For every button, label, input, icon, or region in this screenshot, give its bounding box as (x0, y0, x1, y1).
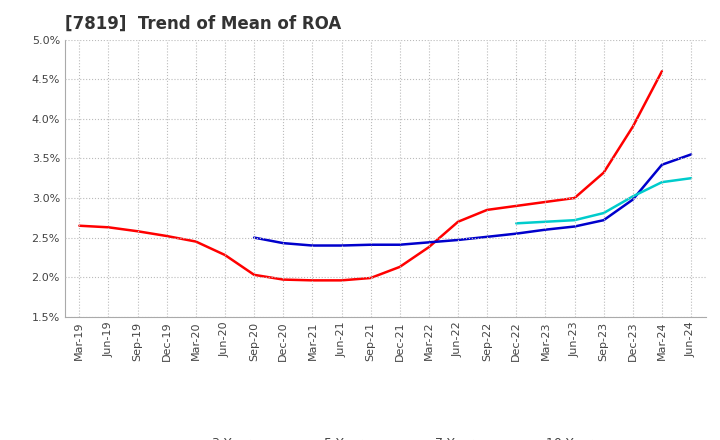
5 Years (687, 152, 696, 157)
3 Years (366, 275, 375, 281)
5 Years (657, 162, 666, 167)
3 Years (192, 239, 200, 244)
Legend: 3 Years, 5 Years, 7 Years, 10 Years: 3 Years, 5 Years, 7 Years, 10 Years (166, 432, 604, 440)
3 Years (395, 264, 404, 270)
5 Years (250, 235, 258, 240)
5 Years (454, 237, 462, 242)
3 Years (454, 219, 462, 224)
7 Years (541, 219, 550, 224)
5 Years (366, 242, 375, 247)
3 Years (250, 272, 258, 278)
3 Years (337, 278, 346, 283)
3 Years (483, 207, 492, 213)
Text: [7819]  Trend of Mean of ROA: [7819] Trend of Mean of ROA (65, 15, 341, 33)
5 Years (541, 227, 550, 232)
5 Years (279, 241, 287, 246)
5 Years (629, 197, 637, 202)
5 Years (599, 217, 608, 223)
3 Years (104, 225, 113, 230)
3 Years (541, 199, 550, 205)
3 Years (425, 245, 433, 250)
5 Years (425, 240, 433, 245)
7 Years (629, 194, 637, 199)
3 Years (570, 195, 579, 201)
5 Years (483, 234, 492, 239)
Line: 5 Years: 5 Years (254, 154, 691, 246)
Line: 3 Years: 3 Years (79, 71, 662, 280)
3 Years (163, 233, 171, 238)
7 Years (687, 176, 696, 181)
3 Years (220, 253, 229, 258)
3 Years (279, 277, 287, 282)
5 Years (570, 224, 579, 229)
3 Years (657, 69, 666, 74)
5 Years (308, 243, 317, 248)
3 Years (629, 124, 637, 129)
7 Years (657, 180, 666, 185)
5 Years (337, 243, 346, 248)
3 Years (308, 278, 317, 283)
5 Years (512, 231, 521, 236)
3 Years (512, 203, 521, 209)
7 Years (599, 210, 608, 216)
Line: 7 Years: 7 Years (516, 178, 691, 224)
3 Years (133, 229, 142, 234)
3 Years (599, 170, 608, 175)
7 Years (570, 217, 579, 223)
3 Years (75, 223, 84, 228)
7 Years (512, 221, 521, 226)
5 Years (395, 242, 404, 247)
